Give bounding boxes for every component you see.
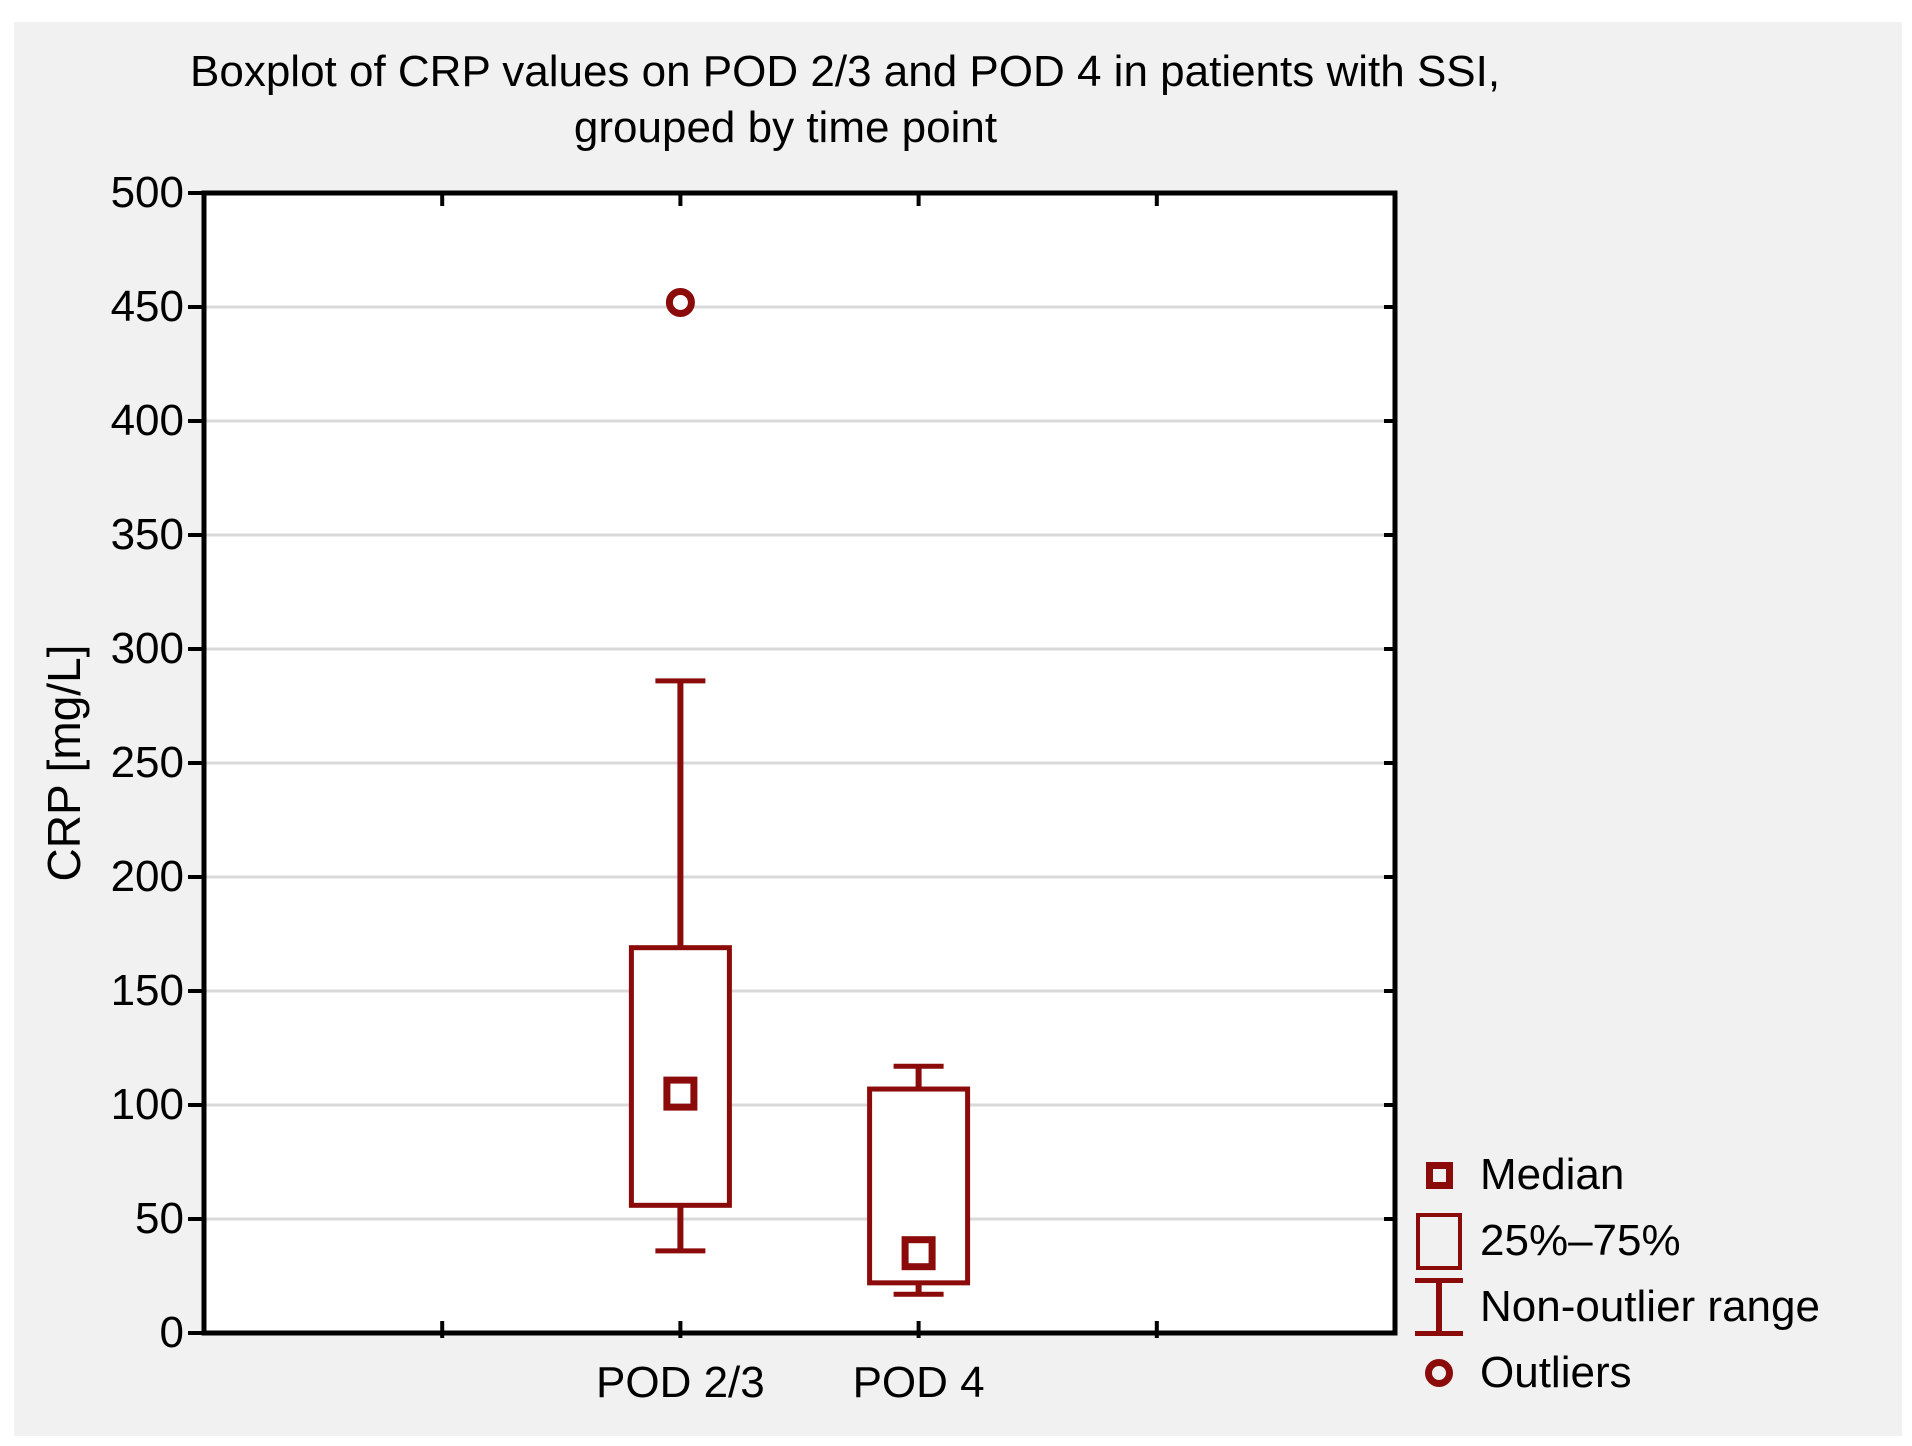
y-tick-label-450: 450 — [110, 282, 184, 331]
iqr-box-pod-2-3 — [628, 945, 732, 1208]
outlier-circle-icon — [1408, 1359, 1470, 1387]
y-tick-label-500: 500 — [110, 168, 184, 217]
y-tick-label-350: 350 — [110, 510, 184, 559]
y-tick-label-100: 100 — [110, 1080, 184, 1129]
legend-item-iqr: 25%–75% — [1408, 1208, 1820, 1274]
y-tick-label-0: 0 — [159, 1308, 184, 1357]
median-square-icon — [1425, 1161, 1453, 1189]
y-tick-label-200: 200 — [110, 852, 184, 901]
legend-item-median: Median — [1408, 1142, 1820, 1208]
y-tick-label-50: 50 — [135, 1194, 184, 1243]
chart-title-line2: grouped by time point — [573, 103, 998, 152]
legend-label-iqr: 25%–75% — [1480, 1216, 1681, 1265]
chart-title: Boxplot of CRP values on POD 2/3 and POD… — [190, 44, 1501, 156]
x-category-label-pod-2-3: POD 2/3 — [596, 1358, 765, 1407]
chart-title-line1: Boxplot of CRP values on POD 2/3 and POD… — [190, 47, 1501, 96]
legend-item-nonoutlier-range: Non-outlier range — [1408, 1274, 1820, 1340]
legend: Median 25%–75% Non-outlier range Outlier… — [1408, 1142, 1820, 1406]
median-marker-pod-4 — [901, 1236, 936, 1271]
y-tick-label-250: 250 — [110, 738, 184, 787]
legend-item-outliers: Outliers — [1408, 1340, 1820, 1406]
whisker-ibeam-icon — [1415, 1278, 1463, 1336]
y-tick-label-300: 300 — [110, 624, 184, 673]
box-outline-icon — [1416, 1212, 1462, 1270]
whisker-icon — [1408, 1278, 1470, 1336]
outlier-point-pod-2-3 — [665, 287, 695, 317]
legend-label-outliers: Outliers — [1480, 1348, 1632, 1397]
circle-outline-icon — [1425, 1359, 1453, 1387]
legend-label-nonoutlier-range: Non-outlier range — [1480, 1282, 1820, 1331]
median-marker-icon — [1408, 1161, 1470, 1189]
iqr-box-icon — [1408, 1212, 1470, 1270]
y-tick-label-150: 150 — [110, 966, 184, 1015]
x-category-label-pod-4: POD 4 — [852, 1358, 985, 1407]
y-tick-label-400: 400 — [110, 396, 184, 445]
legend-label-median: Median — [1480, 1150, 1625, 1199]
median-marker-pod-2-3 — [663, 1076, 698, 1111]
